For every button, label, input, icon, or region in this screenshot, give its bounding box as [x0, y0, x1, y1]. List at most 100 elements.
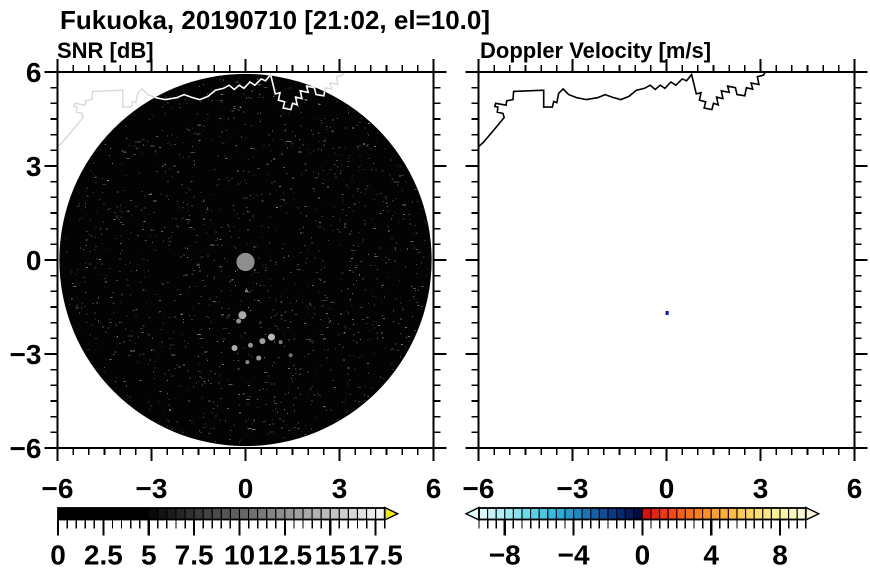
colorbar-cell — [590, 507, 600, 521]
colorbar-tick-label: 17.5 — [348, 540, 403, 570]
colorbar-cell — [736, 507, 747, 521]
x-tick-label: 0 — [238, 473, 254, 504]
colorbar-cell — [710, 507, 721, 521]
colorbar-cell — [641, 507, 652, 521]
colorbar-cell — [762, 507, 772, 521]
colorbar-cell — [111, 507, 123, 521]
colorbar-cell — [375, 507, 386, 521]
echo-blob — [238, 311, 247, 320]
colorbar-cell — [266, 507, 277, 521]
colorbar-cell — [745, 507, 755, 521]
figure-title: Fukuoka, 20190710 [21:02, el=10.0] — [60, 5, 490, 35]
colorbar-cell — [547, 507, 557, 521]
noise-speckle-field — [65, 76, 430, 444]
velocity-colorbar: −8 −4 0 4 8 — [464, 506, 821, 570]
velocity-data-point — [665, 310, 669, 315]
colorbar-cell — [633, 507, 643, 521]
y-tick-label: 6 — [26, 57, 42, 88]
colorbar-cell — [564, 507, 575, 521]
colorbar-tick-label: 12.5 — [258, 540, 313, 570]
colorbar-cell — [719, 507, 729, 521]
colorbar-cell — [676, 507, 686, 521]
x-tick-label: 6 — [426, 473, 442, 504]
colorbar-cell — [504, 507, 514, 521]
x-tick-label: −6 — [463, 473, 495, 504]
snr-colorbar: 0 2.5 5 7.5 10 12.5 15 17.5 — [50, 506, 403, 570]
colorbar-cell — [347, 507, 359, 521]
colorbar-cell — [130, 507, 141, 521]
plot-frame — [56, 70, 435, 450]
colorbar-cell — [581, 507, 592, 521]
y-tick-label: −3 — [10, 339, 42, 370]
x-tick-label: −6 — [42, 473, 74, 504]
snr-panel-title: SNR [dB] — [57, 38, 154, 63]
echo-blob — [231, 345, 238, 352]
colorbar-cell — [157, 507, 168, 521]
colorbar-cell — [166, 507, 177, 521]
colorbar-tick-label: 0 — [635, 540, 651, 570]
echo-blob — [245, 360, 250, 365]
velocity-panel-title: Doppler Velocity [m/s] — [480, 38, 711, 63]
colorbar-cell — [598, 507, 609, 521]
colorbar-cell — [770, 507, 781, 521]
echo-blob — [244, 289, 248, 293]
colorbar-tick-label: 4 — [703, 540, 719, 570]
colorbar-cell — [93, 507, 104, 521]
colorbar-cell — [356, 507, 368, 521]
colorbar-cell — [148, 507, 159, 521]
colorbar-cell — [293, 507, 304, 521]
colorbar-cell — [102, 507, 113, 521]
colorbar-cell — [57, 507, 68, 521]
colorbar-cell — [275, 507, 286, 521]
colorbar-cell — [693, 507, 704, 521]
colorbar-cell — [248, 507, 259, 521]
colorbar-cell — [120, 507, 132, 521]
colorbar-cell — [530, 507, 540, 521]
x-tick-label: −3 — [136, 473, 168, 504]
colorbar-tick-label: 5 — [141, 540, 157, 570]
colorbar-cell — [788, 507, 798, 521]
colorbar-cell — [650, 507, 661, 521]
colorbar-cell — [495, 507, 506, 521]
colorbar-cell — [193, 507, 204, 521]
colorbar-cell — [616, 507, 626, 521]
colorbar-cell — [139, 507, 150, 521]
colorbar-cell — [555, 507, 566, 521]
colorbar-under-arrow — [464, 506, 480, 522]
center-blind-zone — [236, 252, 255, 272]
x-tick-label: 3 — [332, 473, 348, 504]
colorbar-cell — [257, 507, 268, 521]
snr-panel: −6 −3 0 3 6 6 3 0 −3 −6 — [10, 57, 447, 504]
x-tick-label: 6 — [847, 473, 863, 504]
colorbar-tick-label: 8 — [772, 540, 788, 570]
colorbar-cell — [175, 507, 186, 521]
x-tick-label: −3 — [557, 473, 589, 504]
colorbar-cell — [329, 507, 340, 521]
plot-frame — [477, 70, 856, 450]
colorbar-over-arrow — [805, 506, 821, 522]
colorbar-cell — [779, 507, 790, 521]
colorbar-cell — [211, 507, 222, 521]
x-tick-label: 3 — [753, 473, 769, 504]
colorbar-cell — [302, 507, 313, 521]
colorbar-cell — [84, 507, 95, 521]
colorbar-cell — [684, 507, 695, 521]
y-tick-label: −6 — [10, 433, 42, 464]
colorbar-tick-label: 10 — [224, 540, 255, 570]
y-tick-label: 3 — [26, 151, 42, 182]
coastline — [478, 72, 767, 148]
x-tick-label: 0 — [659, 473, 675, 504]
colorbar-cell — [659, 507, 669, 521]
colorbar-cell — [538, 507, 549, 521]
colorbar-cell — [573, 507, 583, 521]
echo-blob — [268, 333, 276, 341]
colorbar-cell — [607, 507, 618, 521]
colorbar-tick-label: −4 — [558, 540, 590, 570]
colorbar-cell — [229, 507, 241, 521]
colorbar-tick-label: 15 — [315, 540, 346, 570]
colorbar-cell — [66, 507, 77, 521]
colorbar-tick-label: 7.5 — [175, 540, 214, 570]
colorbar-cell — [796, 507, 807, 521]
